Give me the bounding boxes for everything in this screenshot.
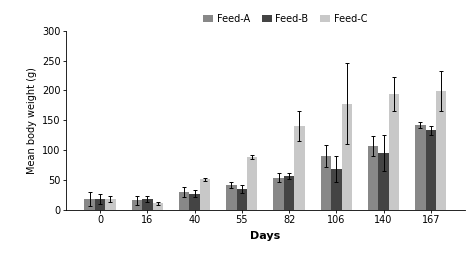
Bar: [226, 185, 237, 210]
Bar: [294, 126, 305, 210]
Bar: [247, 157, 257, 210]
Bar: [426, 131, 436, 210]
Bar: [105, 199, 116, 210]
Bar: [321, 156, 331, 210]
Bar: [331, 169, 342, 210]
Bar: [200, 179, 210, 210]
Bar: [389, 94, 399, 210]
Bar: [132, 200, 142, 210]
Bar: [84, 199, 95, 210]
Bar: [273, 178, 284, 210]
Bar: [436, 91, 447, 210]
Bar: [179, 192, 189, 210]
Bar: [237, 189, 247, 210]
Bar: [415, 125, 426, 210]
Bar: [95, 199, 105, 210]
Bar: [342, 104, 352, 210]
Bar: [368, 146, 378, 210]
Y-axis label: Mean body weight (g): Mean body weight (g): [27, 67, 36, 174]
X-axis label: Days: Days: [250, 231, 281, 241]
Bar: [284, 176, 294, 210]
Legend: Feed-A, Feed-B, Feed-C: Feed-A, Feed-B, Feed-C: [203, 14, 367, 24]
Bar: [189, 194, 200, 210]
Bar: [153, 203, 163, 210]
Bar: [378, 153, 389, 210]
Bar: [142, 199, 153, 210]
